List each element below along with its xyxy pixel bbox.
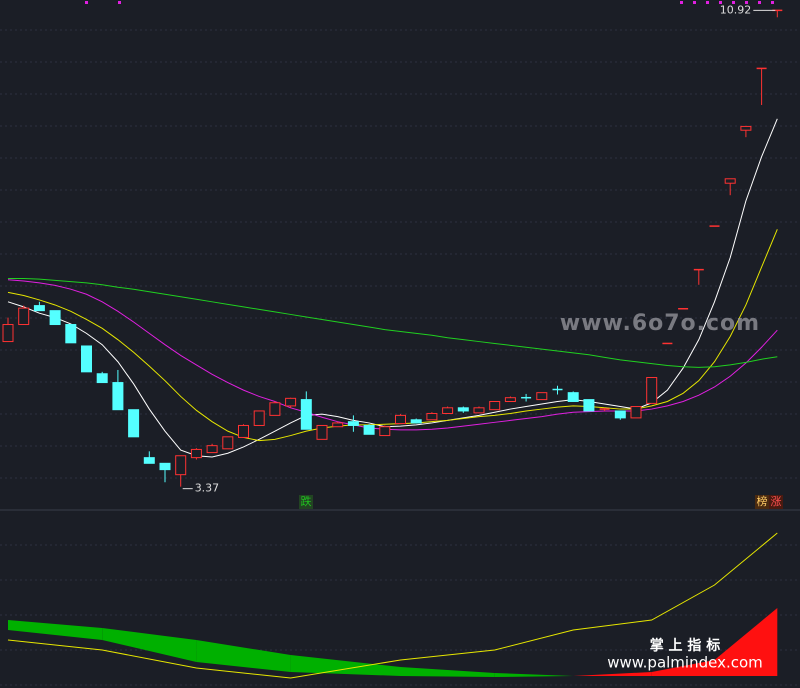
candle-body bbox=[442, 407, 454, 414]
candle-body bbox=[489, 400, 501, 411]
candle-body bbox=[583, 399, 595, 412]
band-segment bbox=[573, 672, 652, 676]
band-segment bbox=[290, 655, 401, 676]
candle-body bbox=[426, 412, 438, 421]
marker-dot bbox=[745, 1, 748, 4]
tag-bg bbox=[769, 495, 783, 509]
tag: 榜 bbox=[757, 494, 768, 508]
candle-body bbox=[724, 178, 736, 184]
band-segment bbox=[102, 628, 197, 662]
candle-body bbox=[253, 410, 265, 426]
low-label: 3.37 bbox=[195, 482, 220, 495]
candle-body bbox=[740, 125, 752, 131]
candle-body bbox=[504, 397, 516, 402]
candle-body bbox=[300, 399, 312, 430]
candle-body bbox=[316, 424, 328, 440]
candle-body bbox=[190, 448, 202, 459]
candle-body bbox=[363, 424, 375, 435]
band-segment bbox=[494, 673, 574, 677]
marker-dot bbox=[719, 1, 722, 4]
candle-body bbox=[49, 310, 61, 326]
candle-body bbox=[379, 426, 391, 437]
marker-dot bbox=[771, 1, 774, 4]
candle-body bbox=[18, 307, 30, 326]
candle-body bbox=[33, 305, 45, 312]
candle-body bbox=[159, 462, 171, 471]
candle-body bbox=[269, 402, 281, 416]
tag-bg bbox=[755, 495, 769, 509]
candle-body bbox=[238, 424, 249, 438]
candle-body bbox=[2, 324, 14, 343]
candle-body bbox=[128, 409, 140, 438]
candle-body bbox=[536, 392, 548, 401]
marker-dot bbox=[732, 1, 735, 4]
marker-dot bbox=[706, 1, 709, 4]
tag-bg bbox=[299, 495, 313, 509]
candle-body bbox=[206, 445, 218, 454]
candle-body bbox=[630, 406, 642, 419]
high-label: 10.92 bbox=[720, 3, 752, 16]
candle-body bbox=[332, 422, 344, 428]
watermark: www.palmindex.com bbox=[607, 654, 763, 672]
tag: 涨 bbox=[771, 495, 782, 508]
band-segment bbox=[8, 620, 103, 640]
candle-body bbox=[96, 373, 108, 384]
candle-body bbox=[143, 457, 155, 464]
marker-dot bbox=[680, 1, 683, 4]
ma-line bbox=[7, 279, 778, 431]
tag: 跌 bbox=[301, 494, 312, 508]
candle-body bbox=[614, 410, 626, 419]
ma-line bbox=[8, 277, 778, 368]
watermark: www.6o7o.com bbox=[560, 311, 760, 336]
candle-body bbox=[222, 436, 234, 450]
candle-body bbox=[457, 407, 469, 412]
marker-dot bbox=[85, 1, 88, 4]
band-segment bbox=[196, 640, 291, 672]
marker-dot bbox=[758, 1, 761, 4]
marker-dot bbox=[118, 1, 121, 4]
band-segment bbox=[651, 660, 715, 676]
candle-body bbox=[410, 419, 422, 424]
candle-body bbox=[65, 324, 77, 344]
candle-body bbox=[395, 414, 406, 425]
band-segment bbox=[400, 667, 495, 677]
candle-body bbox=[646, 377, 658, 404]
candle-body bbox=[285, 397, 297, 407]
indicator-line bbox=[7, 532, 778, 679]
marker-dot bbox=[693, 1, 696, 4]
band-segment bbox=[714, 608, 778, 676]
watermark: 掌 上 指 标 bbox=[650, 637, 721, 654]
candle-body bbox=[347, 421, 359, 426]
ma-line bbox=[7, 229, 778, 442]
candle-body bbox=[567, 392, 579, 402]
candle-body bbox=[81, 345, 92, 373]
candle-body bbox=[112, 382, 124, 411]
candle-body bbox=[473, 407, 485, 414]
candle-body bbox=[175, 455, 187, 476]
